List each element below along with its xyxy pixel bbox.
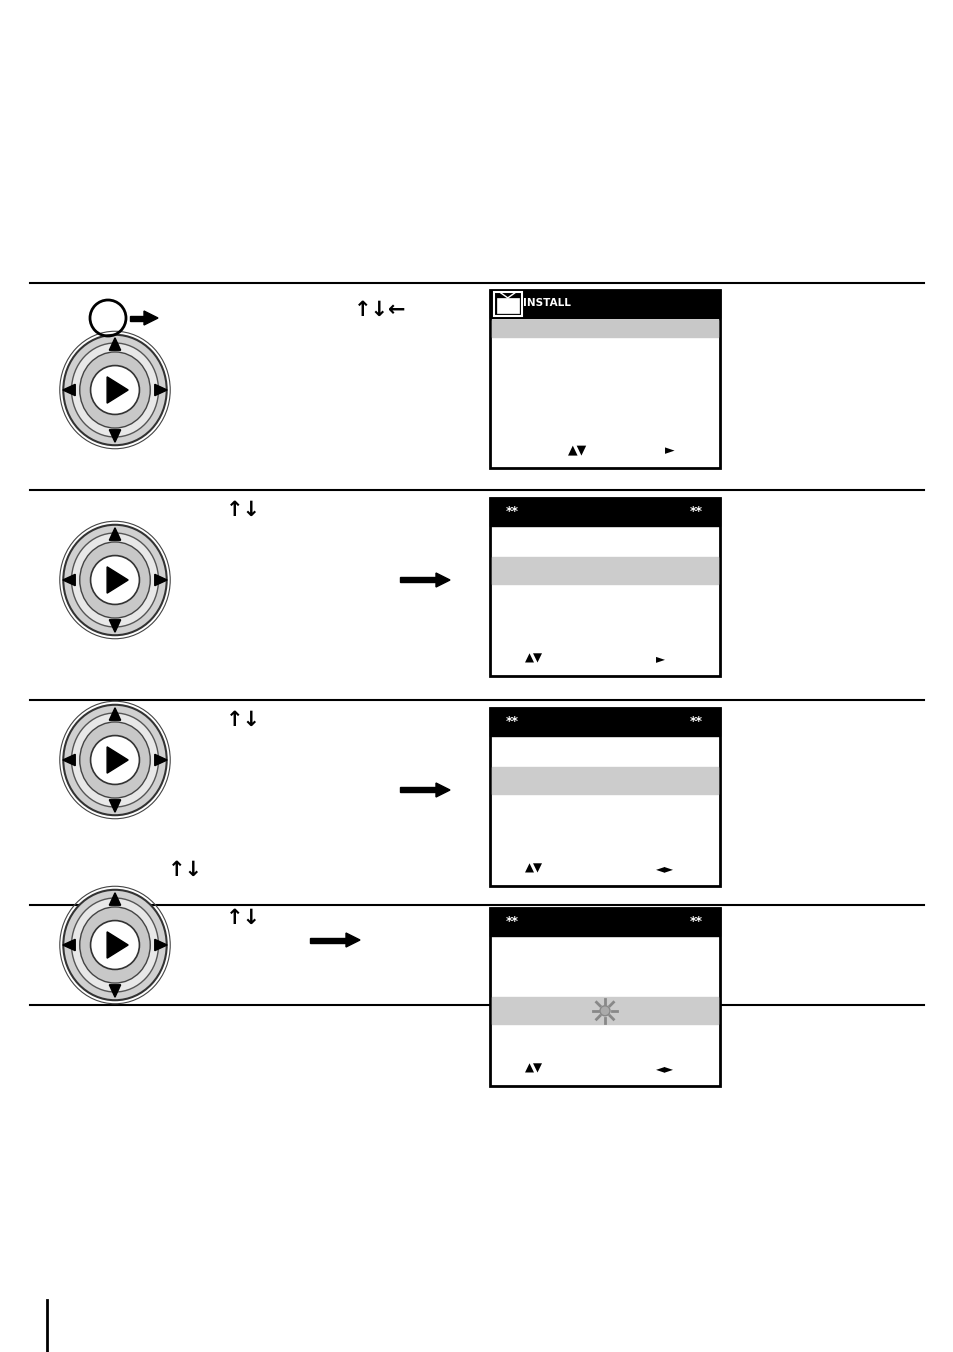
Text: ↑↓: ↑↓ [225,500,260,521]
Bar [492,557,718,584]
Text: ↑↓: ↑↓ [168,860,202,880]
Text: **: ** [689,504,702,518]
Ellipse shape [80,352,150,429]
Bar [492,767,718,794]
Text: **: ** [689,915,702,927]
Bar [494,292,521,315]
Polygon shape [144,311,158,324]
Bar [490,498,720,676]
Bar [490,289,720,468]
Ellipse shape [71,533,158,627]
Polygon shape [154,575,167,585]
Text: **: ** [506,715,518,727]
Polygon shape [63,384,75,396]
Polygon shape [63,754,75,765]
Text: INSTALL: INSTALL [522,299,571,308]
Ellipse shape [63,335,167,445]
Ellipse shape [63,525,167,635]
Text: ►: ► [664,443,674,457]
Polygon shape [436,783,450,796]
Text: ↑↓: ↑↓ [225,710,260,730]
Bar [399,787,436,792]
Ellipse shape [63,704,167,815]
Polygon shape [436,573,450,587]
Circle shape [91,556,139,604]
Polygon shape [110,527,121,541]
Bar [490,909,720,936]
Ellipse shape [80,907,150,983]
Bar [130,315,144,320]
Ellipse shape [71,713,158,807]
Polygon shape [63,575,75,585]
Bar [490,909,720,1086]
Text: ►: ► [655,652,664,665]
Text: ↑↓: ↑↓ [225,909,260,927]
Polygon shape [110,708,121,721]
Polygon shape [107,932,128,959]
Bar [497,299,518,312]
Circle shape [91,921,139,969]
Text: ↑↓←: ↑↓← [354,300,406,320]
Bar [492,998,718,1025]
Polygon shape [110,800,121,813]
Polygon shape [154,384,167,396]
Text: ◄►: ◄► [655,1061,673,1075]
Polygon shape [107,377,128,403]
Text: **: ** [506,915,518,927]
Ellipse shape [63,890,167,1000]
Text: ▲▼: ▲▼ [524,652,542,665]
Polygon shape [110,430,121,442]
Bar [492,319,718,338]
Polygon shape [154,940,167,950]
Ellipse shape [71,898,158,992]
Circle shape [599,1006,609,1015]
Text: ▲▼: ▲▼ [567,443,586,457]
Ellipse shape [80,542,150,618]
Polygon shape [107,566,128,594]
Bar [490,289,720,318]
Polygon shape [110,338,121,350]
Circle shape [91,735,139,784]
Bar [490,708,720,735]
Bar [490,708,720,886]
Ellipse shape [71,343,158,437]
Bar [399,577,436,583]
Polygon shape [110,892,121,906]
Text: ▲▼: ▲▼ [524,1061,542,1075]
Polygon shape [110,619,121,633]
Polygon shape [110,984,121,998]
Bar [490,498,720,526]
Ellipse shape [80,722,150,798]
Bar [310,937,346,942]
Polygon shape [154,754,167,765]
Polygon shape [107,746,128,773]
Text: **: ** [506,504,518,518]
Polygon shape [63,940,75,950]
Text: **: ** [689,715,702,727]
Circle shape [91,365,139,415]
Text: ◄►: ◄► [655,861,673,875]
Polygon shape [346,933,359,946]
Text: ▲▼: ▲▼ [524,861,542,875]
